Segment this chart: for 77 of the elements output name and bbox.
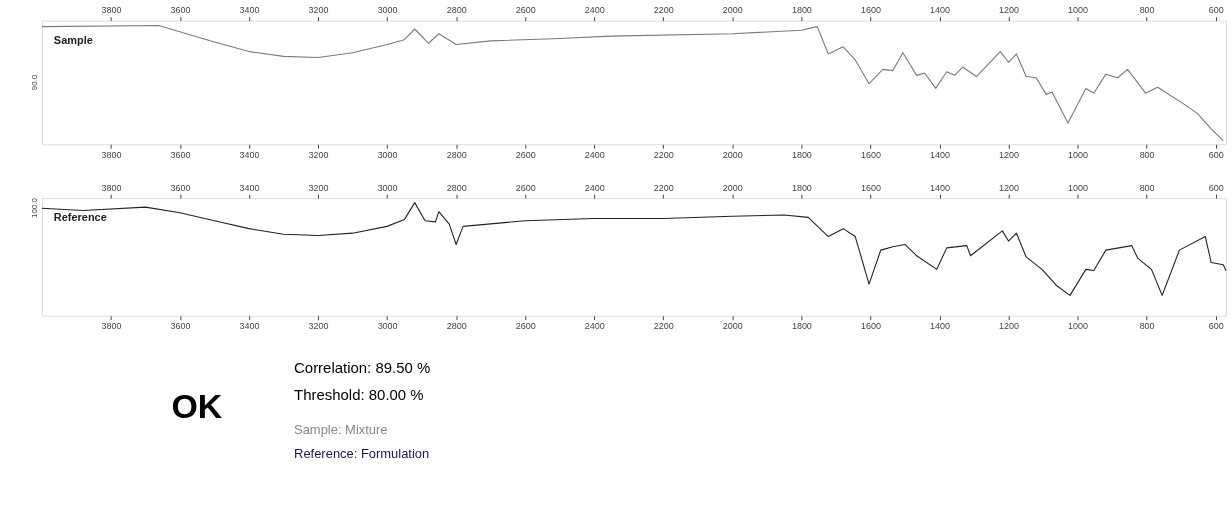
x-tick-label: 3400: [239, 149, 260, 160]
text: Correlation: 89.50 %: [294, 358, 431, 376]
x2-tick-label: 1000: [1068, 182, 1089, 193]
x-tick-label: 3000: [377, 321, 398, 332]
x-tick-label: 3200: [308, 321, 329, 332]
x-tick-label: 600: [1208, 149, 1224, 160]
x-tick-label: 2200: [653, 321, 674, 332]
x2-tick-label: 800: [1139, 182, 1155, 193]
x2-tick-label: 1400: [930, 5, 950, 16]
x2-tick-label: 3200: [308, 5, 329, 16]
x2-tick-label: 800: [1139, 5, 1155, 16]
x-tick-label: 2000: [722, 149, 743, 160]
x2-tick-label: 3000: [377, 182, 398, 193]
x2-tick-label: 600: [1208, 5, 1224, 16]
series-label: Sample: [53, 33, 93, 46]
x-tick-label: 1600: [860, 149, 881, 160]
x2-tick-label: 3200: [308, 182, 329, 193]
x-tick-label: 1200: [999, 321, 1020, 332]
x2-tick-label: 2600: [515, 182, 536, 193]
x-tick-label: 600: [1208, 321, 1224, 332]
x-tick-label: 3600: [170, 149, 191, 160]
x-tick-label: 1800: [791, 149, 812, 160]
x-tick-label: 1000: [1068, 149, 1089, 160]
text: Sample: Mixture: [294, 422, 388, 438]
x-tick-label: 1000: [1068, 321, 1089, 332]
x2-tick-label: 2200: [653, 182, 674, 193]
x2-tick-label: 2000: [722, 5, 743, 16]
x2-tick-label: 2000: [722, 182, 743, 193]
x2-tick-label: 1600: [860, 5, 881, 16]
text: 90.0: [29, 74, 39, 91]
x2-tick-label: 600: [1208, 182, 1224, 193]
x-tick-label: 3400: [239, 321, 260, 332]
x2-tick-label: 1200: [999, 5, 1020, 16]
x-tick-label: 2800: [446, 321, 467, 332]
x-tick-label: 1800: [791, 321, 812, 332]
x2-tick-label: 2600: [515, 5, 536, 16]
text: OK: [171, 387, 223, 426]
x-tick-label: 3200: [308, 149, 329, 160]
x-tick-label: 2200: [653, 149, 674, 160]
x2-tick-label: 3000: [377, 5, 398, 16]
text: 100.0: [29, 197, 39, 219]
x2-tick-label: 3400: [239, 5, 260, 16]
text: Threshold: 80.00 %: [294, 386, 424, 404]
x-tick-label: 1400: [930, 149, 950, 160]
x-tick-label: 1200: [999, 149, 1020, 160]
x2-tick-label: 3800: [101, 182, 122, 193]
x-tick-label: 2600: [515, 321, 536, 332]
x-tick-label: 2600: [515, 149, 536, 160]
x-tick-label: 2400: [584, 149, 605, 160]
x2-tick-label: 1800: [791, 5, 812, 16]
text: Reference: Formulation: [294, 446, 430, 462]
x-tick-label: 3800: [101, 321, 122, 332]
x2-tick-label: 2400: [584, 5, 605, 16]
x-tick-label: 3600: [170, 321, 191, 332]
x2-tick-label: 1000: [1068, 5, 1089, 16]
x2-tick-label: 3600: [170, 5, 191, 16]
x2-tick-label: 1400: [930, 182, 950, 193]
x-tick-label: 800: [1139, 321, 1155, 332]
x-tick-label: 2000: [722, 321, 743, 332]
x-tick-label: 1600: [860, 321, 881, 332]
x2-tick-label: 3800: [101, 5, 122, 16]
x-tick-label: 1400: [930, 321, 950, 332]
x-tick-label: 800: [1139, 149, 1155, 160]
x2-tick-label: 2400: [584, 182, 605, 193]
x2-tick-label: 3600: [170, 182, 191, 193]
x-tick-label: 3800: [101, 149, 122, 160]
x2-tick-label: 2800: [446, 182, 467, 193]
series-label: Reference: [53, 211, 107, 224]
x2-tick-label: 3400: [239, 182, 260, 193]
x-tick-label: 2800: [446, 149, 467, 160]
x2-tick-label: 2800: [446, 5, 467, 16]
x2-tick-label: 1600: [860, 182, 881, 193]
x2-tick-label: 2200: [653, 5, 674, 16]
x-tick-label: 2400: [584, 321, 605, 332]
x-tick-label: 3000: [377, 149, 398, 160]
x2-tick-label: 1200: [999, 182, 1020, 193]
x2-tick-label: 1800: [791, 182, 812, 193]
